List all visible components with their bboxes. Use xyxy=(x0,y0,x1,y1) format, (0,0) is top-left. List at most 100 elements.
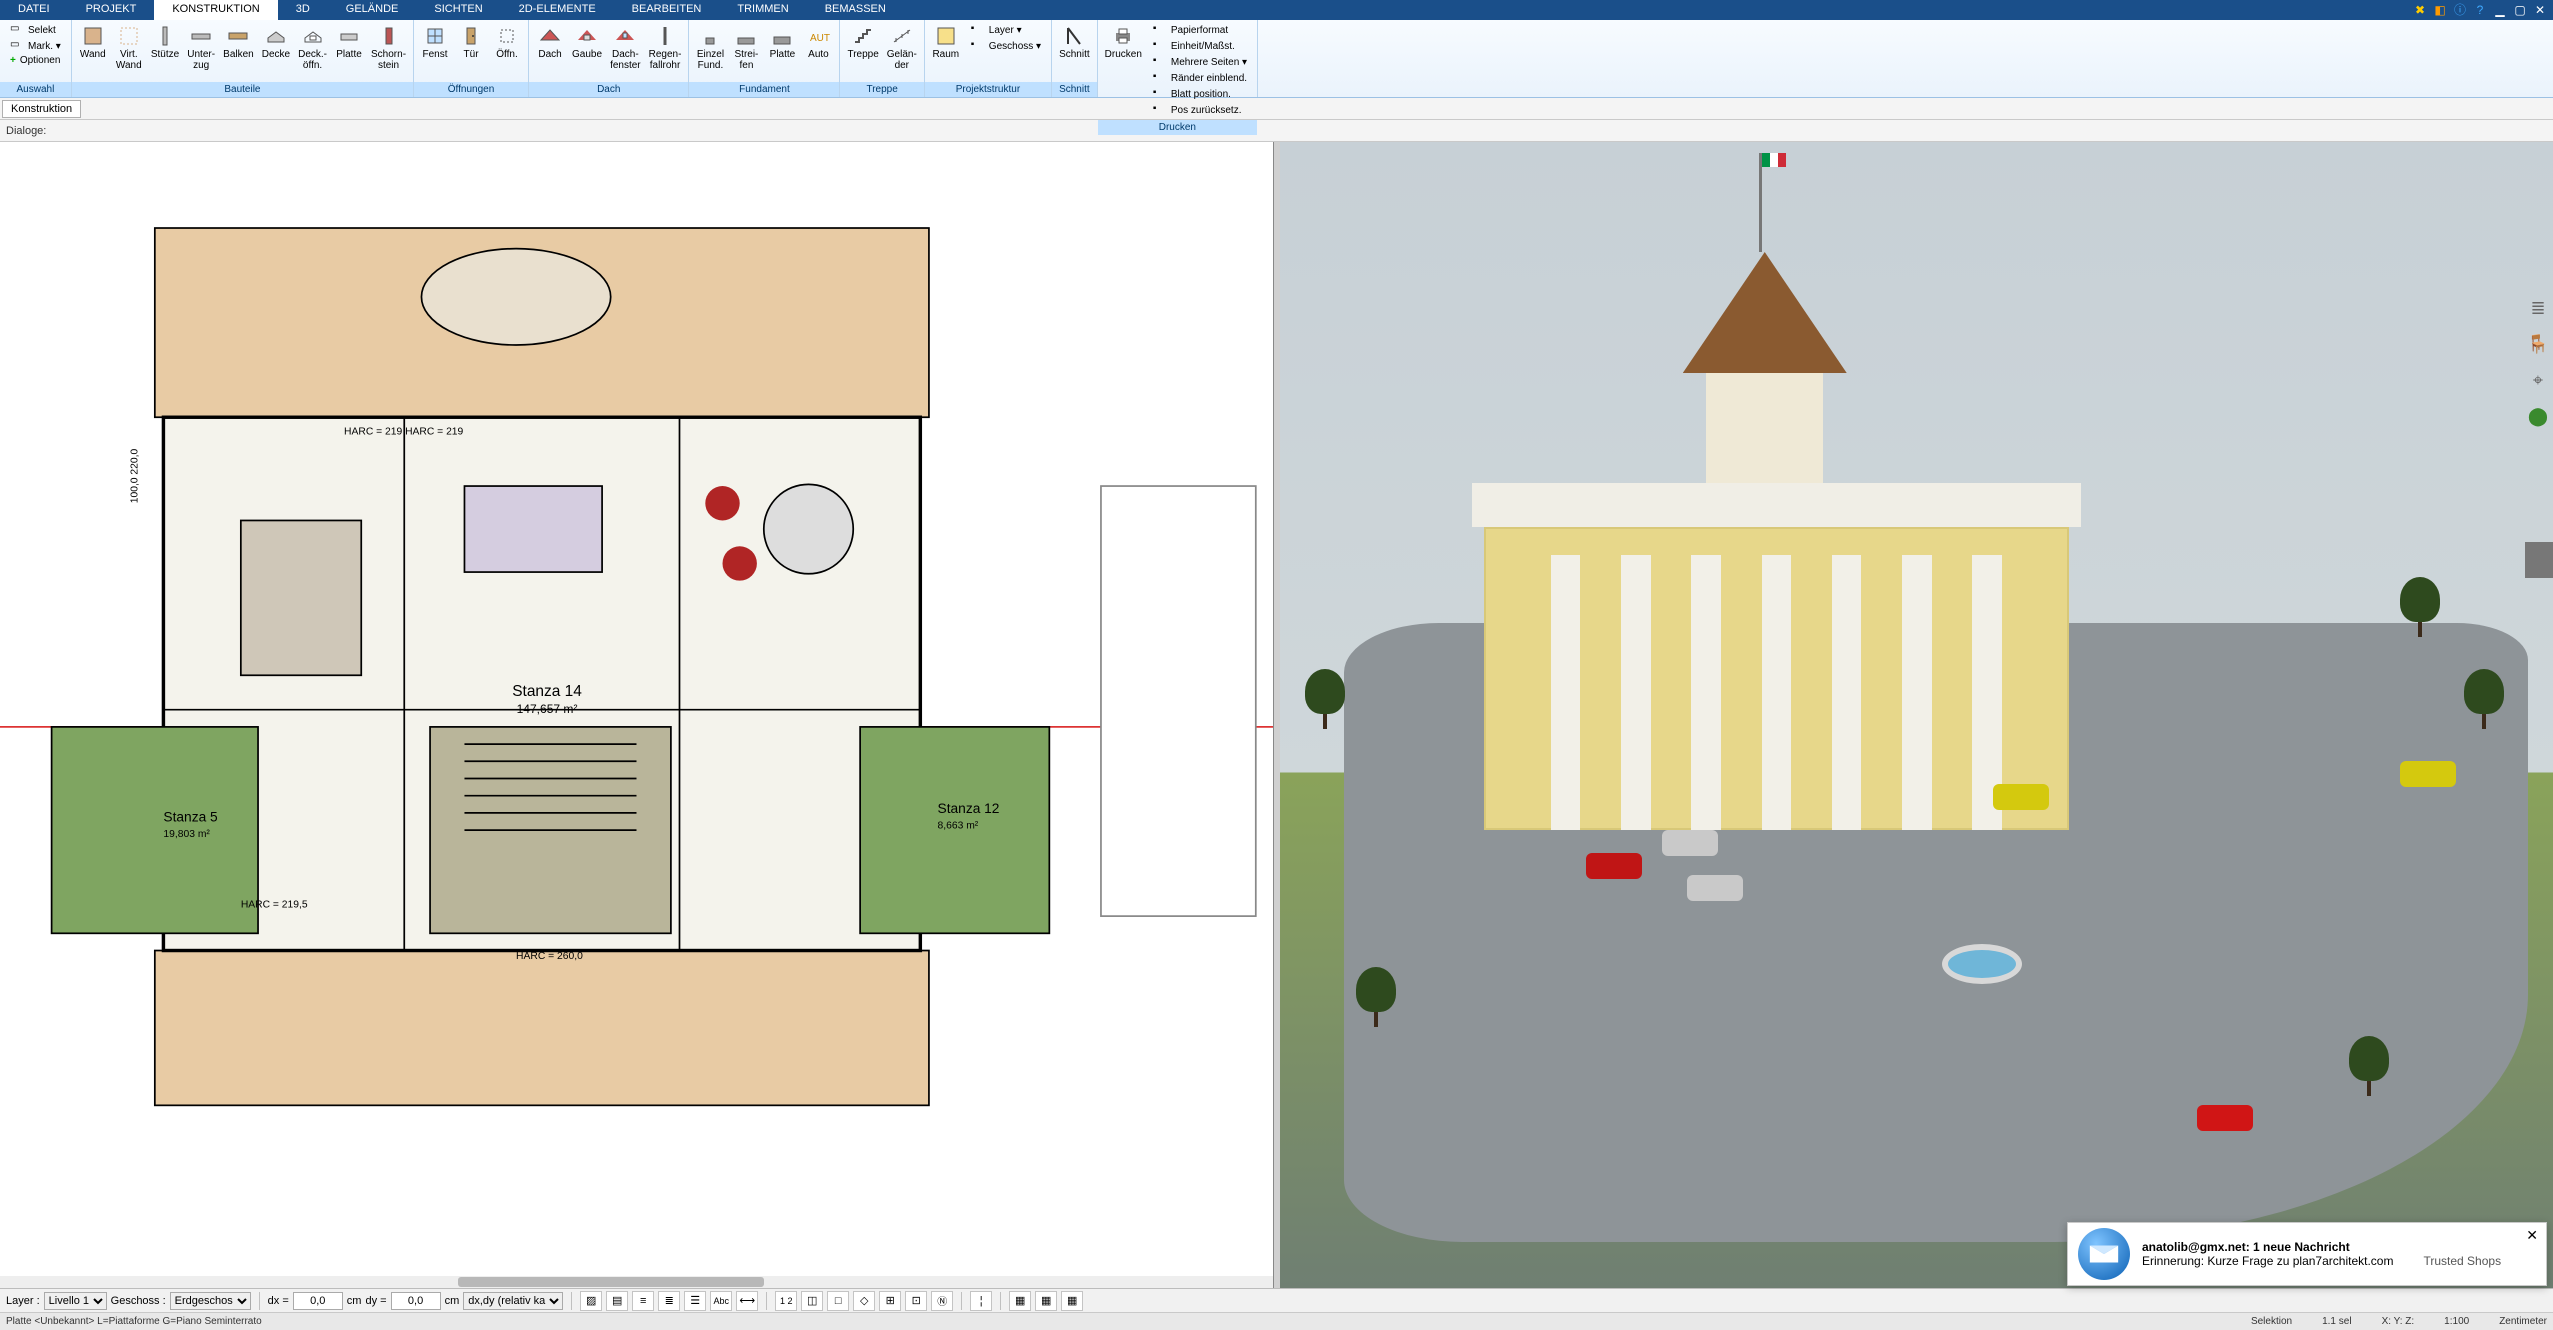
toast-close-icon[interactable]: ✕ xyxy=(2526,1227,2538,1244)
platte2-icon xyxy=(770,24,794,48)
ribbon-schnitt[interactable]: Schnitt xyxy=(1056,22,1093,63)
ribbon-einheit[interactable]: ▪Einheit/Maßst. xyxy=(1151,38,1249,54)
stuetze-icon xyxy=(153,24,177,48)
ribbon-blattpos[interactable]: ▪Blatt position. xyxy=(1151,86,1249,102)
tool-icon[interactable]: ✖ xyxy=(2413,3,2427,17)
ribbon-wand[interactable]: Wand xyxy=(76,22,110,63)
ribbon-oeffn[interactable]: Öffn. xyxy=(490,22,524,63)
ribbon-dach[interactable]: Dach xyxy=(533,22,567,63)
dach-icon xyxy=(538,24,562,48)
ribbon-decke[interactable]: Decke xyxy=(259,22,293,63)
menu-tab-sichten[interactable]: SICHTEN xyxy=(416,0,500,20)
ribbon-gaube[interactable]: Gaube xyxy=(569,22,605,63)
btn-hatch1[interactable]: ▨ xyxy=(580,1291,602,1311)
ribbon-mehrere[interactable]: ▪Mehrere Seiten ▾ xyxy=(1151,54,1249,70)
ribbon-fallrohr[interactable]: Regen-fallrohr xyxy=(646,22,685,73)
ribbon-drucken[interactable]: Drucken xyxy=(1102,22,1145,63)
btn-snap4[interactable]: ⊞ xyxy=(879,1291,901,1311)
info-icon[interactable]: ⓘ xyxy=(2453,3,2467,17)
btn-12[interactable]: 1 2 xyxy=(775,1291,797,1311)
btn-snap2[interactable]: □ xyxy=(827,1291,849,1311)
btn-abc[interactable]: Abc xyxy=(710,1291,732,1311)
mail-notification-toast[interactable]: anatolib@gmx.net: 1 neue Nachricht Erinn… xyxy=(2067,1222,2547,1286)
btn-grid2[interactable]: ▦ xyxy=(1035,1291,1057,1311)
btn-lines1[interactable]: ≡ xyxy=(632,1291,654,1311)
menu-tab-trimmen[interactable]: TRIMMEN xyxy=(719,0,806,20)
ribbon-fenst[interactable]: Fenst xyxy=(418,22,452,63)
btn-grid1[interactable]: ▦ xyxy=(1009,1291,1031,1311)
dy-input[interactable] xyxy=(391,1292,441,1310)
ribbon-group-label: Öffnungen xyxy=(414,82,528,97)
maximize-icon[interactable]: ▢ xyxy=(2513,3,2527,17)
ribbon-gelaender[interactable]: Gelän-der xyxy=(884,22,920,73)
btn-snap1[interactable]: ◫ xyxy=(801,1291,823,1311)
schnitt-icon xyxy=(1062,24,1086,48)
cube-icon[interactable]: ◧ xyxy=(2433,3,2447,17)
dialoge-bar: Dialoge: xyxy=(0,120,2553,142)
ribbon-treppe[interactable]: Treppe xyxy=(844,22,881,63)
ribbon-streifen[interactable]: Strei-fen xyxy=(729,22,763,73)
menu-tab-gelände[interactable]: GELÄNDE xyxy=(328,0,417,20)
menu-tab-bemassen[interactable]: BEMASSEN xyxy=(807,0,904,20)
ribbon-papierformat[interactable]: ▪Papierformat xyxy=(1151,22,1249,38)
menu-tab-projekt[interactable]: PROJEKT xyxy=(68,0,155,20)
floorplan-canvas[interactable]: Stanza 14 147,657 m² Stanza 5 19,803 m² … xyxy=(0,142,1273,1174)
ribbon-platte2[interactable]: Platte xyxy=(765,22,799,63)
ribbon-group-label: Treppe xyxy=(840,82,923,97)
btn-i[interactable]: ¦ xyxy=(970,1291,992,1311)
geschoss-select[interactable]: Erdgeschos xyxy=(170,1292,251,1310)
ribbon-unterzug[interactable]: Unter-zug xyxy=(184,22,218,73)
tree-icon[interactable]: ⬤ xyxy=(2526,406,2550,430)
minimize-icon[interactable]: ▁ xyxy=(2493,3,2507,17)
ribbon-mark[interactable]: ▭Mark. ▾ xyxy=(8,38,63,54)
btn-grid3[interactable]: ▦ xyxy=(1061,1291,1083,1311)
ribbon-optionen[interactable]: +Optionen xyxy=(8,54,63,67)
ribbon-dachfenster[interactable]: Dach-fenster xyxy=(607,22,644,73)
btn-snap3[interactable]: ◇ xyxy=(853,1291,875,1311)
layer-select[interactable]: Livello 1 xyxy=(44,1292,107,1310)
close-icon[interactable]: ✕ xyxy=(2533,3,2547,17)
pane-3d-view[interactable]: ≣ 🪑 ⌖ ⬤ xyxy=(1280,142,2553,1288)
ribbon-auto[interactable]: AUTOAuto xyxy=(801,22,835,63)
layers-icon[interactable]: ≣ xyxy=(2526,298,2550,322)
ribbon-tuer[interactable]: Tür xyxy=(454,22,488,63)
ribbon-raender[interactable]: ▪Ränder einblend. xyxy=(1151,70,1249,86)
ribbon-raum[interactable]: Raum xyxy=(929,22,963,63)
ribbon-posreset[interactable]: ▪Pos zurücksetz. xyxy=(1151,102,1249,118)
btn-lines2[interactable]: ≣ xyxy=(658,1291,680,1311)
ribbon-group-label: Bauteile xyxy=(72,82,413,97)
target-icon[interactable]: ⌖ xyxy=(2526,370,2550,394)
ribbon-geschoss[interactable]: ▪Geschoss ▾ xyxy=(969,38,1043,54)
help-icon[interactable]: ? xyxy=(2473,3,2487,17)
menu-tab-konstruktion[interactable]: KONSTRUKTION xyxy=(154,0,277,20)
btn-lines3[interactable]: ☰ xyxy=(684,1291,706,1311)
ribbon-balken[interactable]: Balken xyxy=(220,22,257,63)
coord-mode-select[interactable]: dx,dy (relativ ka xyxy=(463,1292,563,1310)
btn-hatch2[interactable]: ▤ xyxy=(606,1291,628,1311)
ribbon-layer[interactable]: ▪Layer ▾ xyxy=(969,22,1043,38)
geschoss-label: Geschoss : xyxy=(111,1295,166,1307)
dx-input[interactable] xyxy=(293,1292,343,1310)
hscrollbar[interactable] xyxy=(0,1276,1273,1288)
ribbon-schornstein[interactable]: Schorn-stein xyxy=(368,22,409,73)
btn-N[interactable]: Ⓝ xyxy=(931,1291,953,1311)
ribbon-selekt[interactable]: ▭Selekt xyxy=(8,22,63,38)
pane-2d-plan[interactable]: Stanza 14 147,657 m² Stanza 5 19,803 m² … xyxy=(0,142,1274,1288)
menu-tab-datei[interactable]: DATEI xyxy=(0,0,68,20)
ribbon-deckoeffn[interactable]: Deck.-öffn. xyxy=(295,22,330,73)
menu-tab-2d-elemente[interactable]: 2D-ELEMENTE xyxy=(501,0,614,20)
btn-snap5[interactable]: ⊡ xyxy=(905,1291,927,1311)
tuer-icon xyxy=(459,24,483,48)
ribbon-stuetze[interactable]: Stütze xyxy=(148,22,182,63)
pane-grab-handle[interactable] xyxy=(2525,542,2553,578)
menu-tab-3d[interactable]: 3D xyxy=(278,0,328,20)
context-chip[interactable]: Konstruktion xyxy=(2,100,81,118)
ribbon-platte[interactable]: Platte xyxy=(332,22,366,63)
ribbon-virt-wand[interactable]: Virt.Wand xyxy=(112,22,146,73)
status-seq: 1.1 sel xyxy=(2322,1316,2351,1327)
btn-dim[interactable]: ⟷ xyxy=(736,1291,758,1311)
menu-tab-bearbeiten[interactable]: BEARBEITEN xyxy=(614,0,720,20)
car xyxy=(2400,761,2456,787)
ribbon-einzelfund[interactable]: EinzelFund. xyxy=(693,22,727,73)
furniture-icon[interactable]: 🪑 xyxy=(2526,334,2550,358)
